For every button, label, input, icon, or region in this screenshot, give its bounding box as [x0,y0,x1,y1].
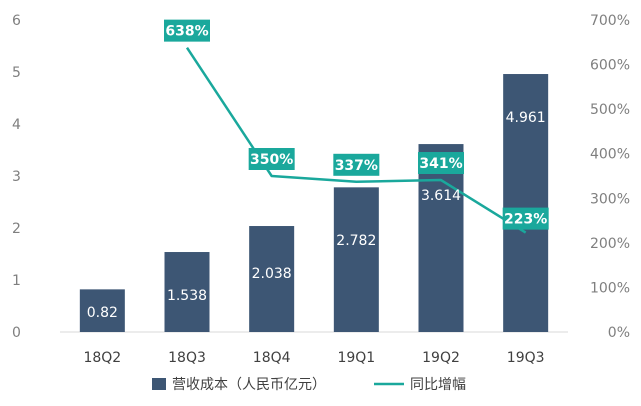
bar-value-label: 0.82 [87,305,118,321]
bar [333,187,379,332]
line-value-label: 223% [504,212,547,228]
y-right-tick-label: 0% [608,325,630,341]
y-right-tick-label: 300% [590,191,630,207]
y-left-tick-label: 0 [12,325,21,341]
bar [503,74,549,332]
line-value-box [164,19,210,42]
y-right-tick-label: 600% [590,58,630,74]
bar [418,144,464,332]
bar-value-label: 4.961 [506,110,546,126]
line-value-box [418,152,464,175]
bar-value-label: 1.538 [167,288,207,304]
legend-swatch-bars [152,378,166,390]
x-tick-label: 18Q2 [83,350,121,366]
y-right-tick-label: 500% [590,102,630,118]
x-tick-label: 19Q3 [507,350,545,366]
line-value-label: 337% [335,158,378,174]
y-left-tick-label: 1 [12,273,21,289]
growth-line [185,46,527,234]
y-left-tick-label: 2 [12,221,21,237]
x-tick-label: 18Q4 [253,350,291,366]
line-value-box [248,148,295,170]
line-value-label: 350% [250,152,293,168]
y-left-tick-label: 5 [12,65,21,81]
y-left-tick-label: 4 [12,117,21,133]
y-right-tick-label: 200% [590,236,630,252]
x-tick-label: 18Q3 [168,350,206,366]
y-left-tick-label: 6 [12,13,21,29]
y-right-tick-label: 700% [590,13,630,29]
legend-label-line: 同比增幅 [410,377,466,393]
line-value-box [502,207,549,230]
y-left-tick-label: 3 [12,169,21,185]
line-value-label: 638% [165,24,208,40]
y-right-tick-label: 400% [590,147,630,163]
legend-label-bars: 营收成本（人民币亿元） [172,377,326,393]
x-tick-label: 19Q2 [422,350,460,366]
y-right-tick-label: 100% [590,280,630,296]
line-value-box [333,153,380,176]
bar-value-label: 2.038 [252,266,292,282]
bar-value-label: 2.782 [336,233,376,249]
bar [249,226,295,332]
bar [79,289,125,332]
bar-value-label: 3.614 [421,188,461,204]
line-value-label: 341% [419,156,462,172]
x-tick-label: 19Q1 [337,350,375,366]
bar [164,252,210,332]
